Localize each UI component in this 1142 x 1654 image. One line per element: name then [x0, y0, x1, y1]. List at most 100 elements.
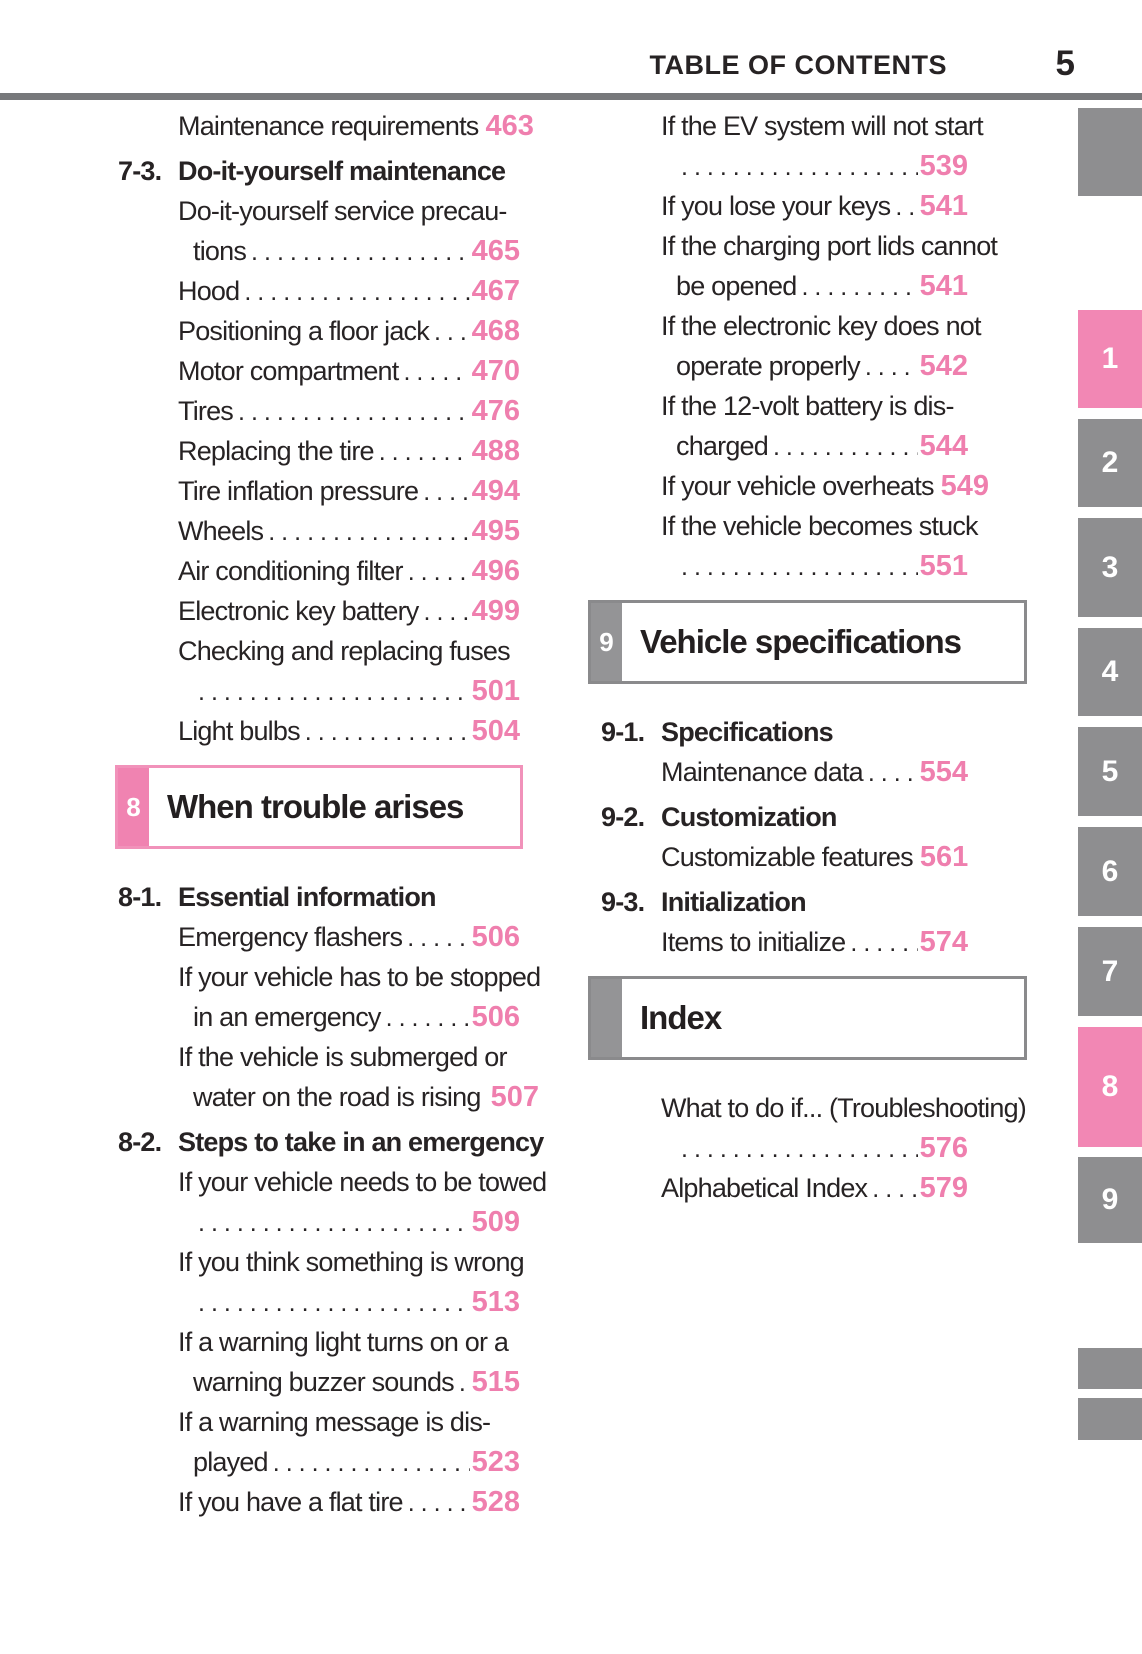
toc-section-heading: 7-3. Do-it-yourself maintenance — [105, 151, 520, 191]
dot-leader — [913, 837, 918, 877]
toc-entry-line: Tire inflation pressure 494 — [105, 471, 520, 511]
dot-leader — [676, 546, 918, 586]
section-number: 9-2. — [601, 802, 645, 832]
chapter-title: Vehicle specifications — [640, 623, 962, 660]
entry-page-number: 488 — [471, 435, 520, 467]
page-number: 5 — [1055, 44, 1075, 83]
entry-text: Alphabetical Index — [661, 1173, 868, 1203]
dot-leader — [268, 1442, 470, 1482]
dot-leader — [403, 551, 470, 591]
entry-page-number: 539 — [919, 150, 968, 182]
toc-entry-line: If your vehicle has to be stopped — [105, 957, 541, 997]
chapter-number: 8 — [118, 768, 149, 846]
dot-leader — [676, 1128, 918, 1168]
toc-entry-line: If you have a flat tire 528 — [105, 1482, 520, 1522]
toc-entry-line: 539 — [588, 146, 968, 186]
dot-leader — [796, 266, 917, 306]
dot-leader — [454, 1362, 470, 1402]
entry-text: If the 12-volt battery is dis- — [661, 391, 954, 421]
chapter-title: When trouble arises — [167, 788, 464, 825]
toc-entry-line: If the vehicle is submerged or — [105, 1037, 520, 1077]
toc-entry-line: be opened 541 — [588, 266, 968, 306]
entry-text: If your vehicle has to be stopped — [178, 962, 541, 992]
entry-text: played — [193, 1447, 269, 1477]
entry-page-number: 541 — [919, 270, 968, 302]
entry-page-number: 495 — [471, 515, 520, 547]
entry-text: Motor compartment — [178, 356, 399, 386]
dot-leader — [863, 752, 918, 792]
entry-text: Customizable features — [661, 842, 914, 872]
toc-entry-line: Alphabetical Index 579 — [588, 1168, 968, 1208]
entry-page-number: 476 — [471, 395, 520, 427]
toc-entry-line: If your vehicle needs to be towed — [105, 1162, 547, 1202]
entry-text: If you think something is wrong — [178, 1247, 525, 1277]
entry-page-number: 468 — [471, 315, 520, 347]
toc-entry-line: 576 — [588, 1128, 968, 1168]
toc-entry-line: Light bulbs 504 — [105, 711, 520, 751]
section-number: 9-3. — [601, 887, 645, 917]
entry-text: If your vehicle overheats — [661, 471, 934, 501]
entry-text: charged — [676, 431, 769, 461]
entry-page-number: 561 — [919, 841, 969, 873]
toc-entry-line: Checking and replacing fuses — [105, 631, 520, 671]
side-tab-blank-top — [1078, 108, 1142, 196]
side-tab-5: 5 — [1078, 727, 1142, 816]
side-tab-7: 7 — [1078, 927, 1142, 1016]
entry-page-number: 509 — [471, 1206, 520, 1238]
toc-entry-line: Items to initialize 574 — [588, 922, 968, 962]
dot-leader — [768, 426, 918, 466]
dot-leader — [867, 1168, 917, 1208]
entry-text: Emergency flashers — [178, 922, 403, 952]
toc-entry-line: 513 — [105, 1282, 520, 1322]
toc-entry-line: Emergency flashers 506 — [105, 917, 520, 957]
toc-section-heading: 9-2. Customization — [588, 797, 968, 837]
toc-entry-line: Motor compartment 470 — [105, 351, 520, 391]
toc-entry-line: Positioning a floor jack 468 — [105, 311, 520, 351]
dot-leader — [398, 351, 469, 391]
dot-leader — [418, 471, 469, 511]
side-tab-6: 6 — [1078, 827, 1142, 916]
entry-text: If a warning message is dis- — [178, 1407, 491, 1437]
entry-text: If you lose your keys — [661, 191, 891, 221]
toc-entry-line: tions 465 — [105, 231, 520, 271]
toc-entry-line: Electronic key battery 499 — [105, 591, 520, 631]
dot-leader — [860, 346, 918, 386]
toc-column-right: If the EV system will not start 539 If you… — [588, 106, 1027, 1208]
entry-text: If you have a flat tire — [178, 1487, 404, 1517]
entry-text: If your vehicle needs to be towed — [178, 1167, 547, 1197]
dot-leader — [478, 106, 483, 146]
toc-entry-line: charged 544 — [588, 426, 968, 466]
side-tab-9: 9 — [1078, 1157, 1142, 1243]
entry-page-number: 544 — [919, 430, 968, 462]
toc-entry-line: 509 — [105, 1202, 520, 1242]
chapter-number — [591, 979, 622, 1057]
dot-leader — [193, 671, 470, 711]
section-number: 8-1. — [118, 882, 162, 912]
entry-page-number: 551 — [919, 550, 968, 582]
section-title: Steps to take in an emergency — [178, 1127, 544, 1157]
dot-leader — [676, 146, 918, 186]
toc-entry-line: operate properly 542 — [588, 346, 968, 386]
entry-text: Checking and replacing fuses — [178, 636, 511, 666]
toc-column-left: Maintenance requirements463 7-3. Do-it-you… — [105, 106, 547, 1522]
entry-page-number: 470 — [471, 355, 520, 387]
entry-text: If the electronic key does not — [661, 311, 982, 341]
dot-leader — [300, 711, 470, 751]
entry-page-number: 549 — [940, 470, 990, 502]
toc-section-heading: 8-2. Steps to take in an emergency — [105, 1122, 544, 1162]
toc-entry-line: If a warning message is dis- — [105, 1402, 520, 1442]
toc-entry-line: water on the road is rising 507 — [105, 1077, 539, 1117]
entry-text: Tire inflation pressure — [178, 476, 419, 506]
entry-text: Maintenance data — [661, 757, 864, 787]
entry-page-number: 506 — [471, 921, 520, 953]
side-tab-1: 1 — [1078, 310, 1142, 408]
entry-page-number: 515 — [471, 1366, 520, 1398]
entry-page-number: 579 — [919, 1172, 968, 1204]
entry-text: tions — [193, 236, 247, 266]
chapter-box: Index — [588, 976, 1027, 1060]
header-rule — [0, 93, 1142, 100]
toc-entry-line: played 523 — [105, 1442, 520, 1482]
dot-leader — [402, 917, 469, 957]
dot-leader — [193, 1282, 470, 1322]
chapter-title: Index — [640, 999, 722, 1036]
